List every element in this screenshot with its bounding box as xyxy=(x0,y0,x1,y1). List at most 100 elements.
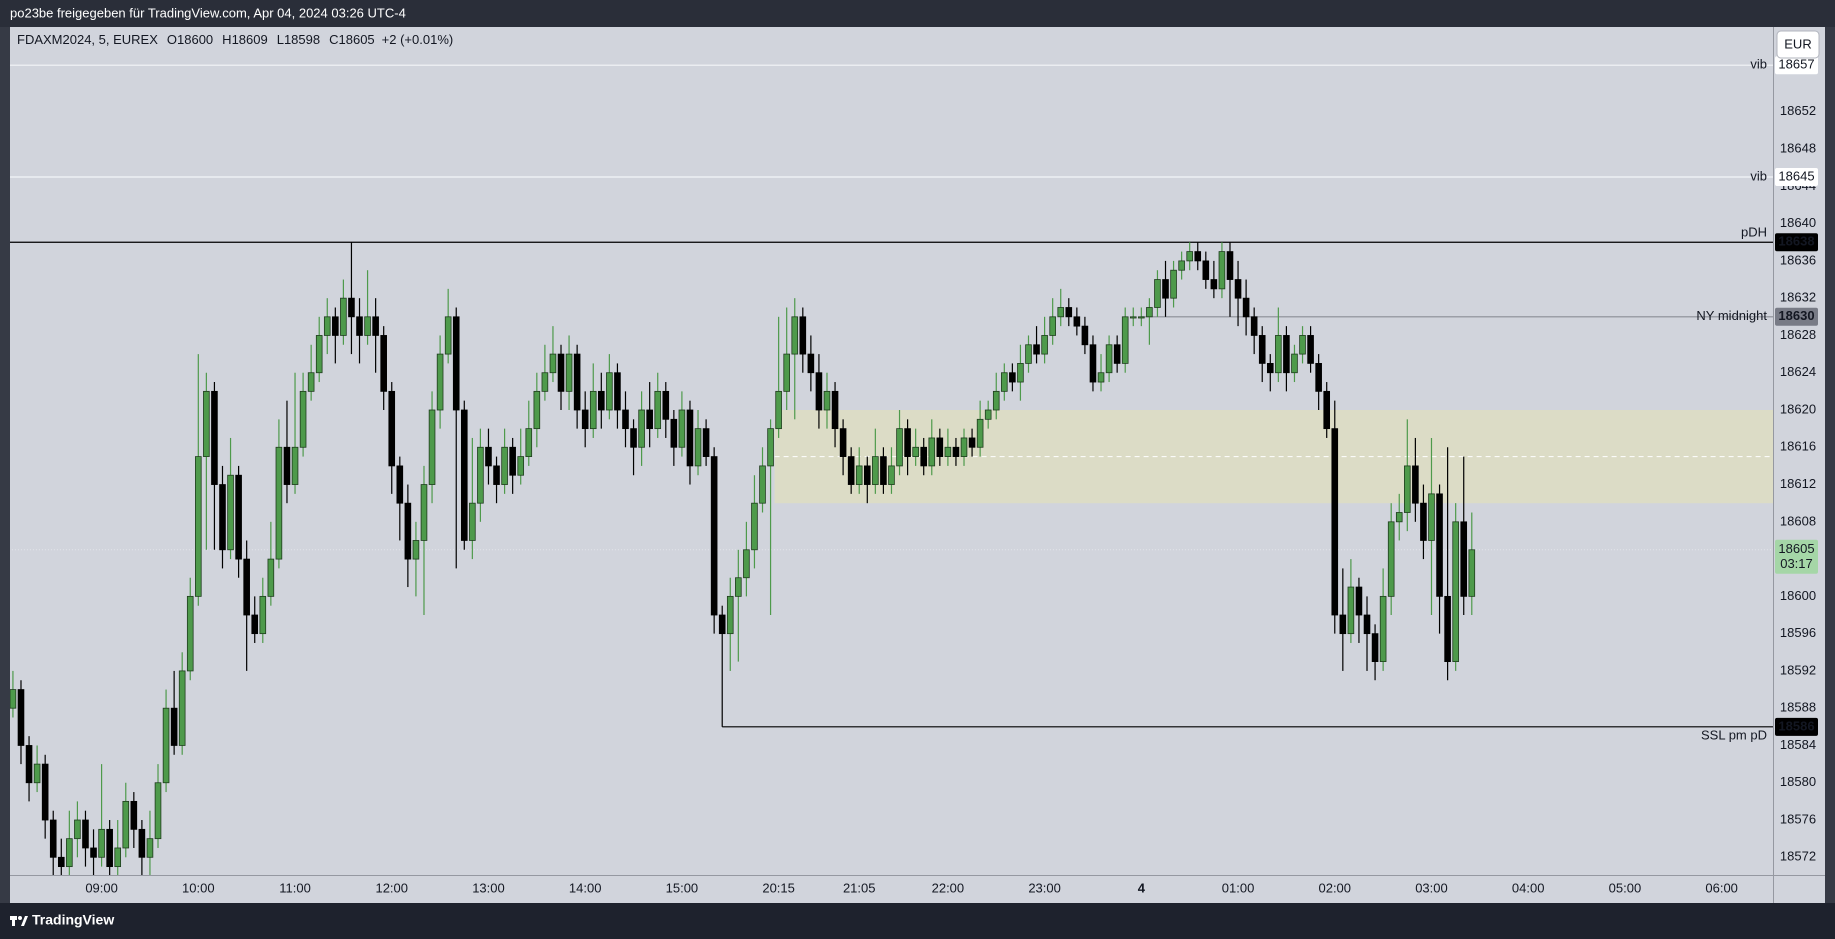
candle-body xyxy=(573,353,581,411)
candle-body xyxy=(146,838,154,858)
candle-body xyxy=(775,390,782,430)
candle-body xyxy=(1291,353,1298,374)
candle-body xyxy=(332,316,339,336)
level-label: NY midnight xyxy=(1696,308,1767,323)
candle-body xyxy=(589,390,597,430)
candle-body xyxy=(702,428,710,457)
x-tick-label: 13:00 xyxy=(472,880,505,895)
x-tick-label: 22:00 xyxy=(932,880,965,895)
candle-body xyxy=(622,409,629,430)
level-label: vib xyxy=(1750,168,1767,183)
candle-body xyxy=(904,428,911,457)
candle-body xyxy=(1355,586,1363,616)
candle-body xyxy=(1266,363,1274,374)
candle-body xyxy=(323,316,331,336)
candle-body xyxy=(976,418,984,448)
candle-body xyxy=(162,707,170,784)
level-label: pDH xyxy=(1741,225,1767,240)
candle-body xyxy=(122,800,130,849)
candle-body xyxy=(1250,316,1258,336)
y-tick-label: 18616 xyxy=(1780,439,1816,454)
candle-body xyxy=(114,847,122,868)
candle-body xyxy=(1105,344,1113,374)
candle-body xyxy=(839,428,847,457)
candle-body xyxy=(267,558,275,597)
candle-body xyxy=(855,465,863,485)
legend-field-label: C xyxy=(329,32,338,47)
candle-body xyxy=(581,409,589,430)
candle-body xyxy=(525,428,533,457)
candle-body xyxy=(710,456,718,616)
candle-body xyxy=(348,297,355,318)
candle-body xyxy=(1452,521,1459,663)
candle-body xyxy=(1033,344,1040,355)
candle-body xyxy=(49,819,57,858)
candle-body xyxy=(452,316,460,411)
x-tick-label: 06:00 xyxy=(1705,880,1738,895)
legend-field-label: O xyxy=(167,32,177,47)
candle-body xyxy=(614,372,621,411)
candle-body xyxy=(549,353,557,374)
currency-label: EUR xyxy=(1784,36,1811,51)
candle-body xyxy=(759,465,766,504)
y-tick-label: 18580 xyxy=(1780,774,1816,789)
candle-body xyxy=(33,763,41,784)
candle-body xyxy=(1323,390,1331,430)
candle-body xyxy=(98,828,105,858)
candle-body xyxy=(388,390,396,467)
candle-body xyxy=(315,335,323,374)
candle-body xyxy=(1202,260,1210,280)
currency-button xyxy=(1776,30,1820,59)
candle-body xyxy=(799,316,807,355)
candle-body xyxy=(638,409,645,448)
x-tick-label: 11:00 xyxy=(279,880,311,895)
candle-body xyxy=(1275,335,1282,374)
legend-change: +2 (+0.01%) xyxy=(382,32,454,47)
candle-body xyxy=(654,390,662,430)
candle-body xyxy=(66,838,73,868)
candle-body xyxy=(1178,260,1185,271)
candle-body xyxy=(686,409,694,467)
candle-body xyxy=(1041,335,1048,355)
candle-body xyxy=(17,689,25,746)
candle-body xyxy=(952,446,960,457)
candle-body xyxy=(1428,493,1435,541)
candle-body xyxy=(678,409,686,448)
candle-body xyxy=(920,446,928,467)
candle-body xyxy=(372,316,379,336)
candle-body xyxy=(485,446,492,467)
candle-body xyxy=(25,745,33,784)
candle-body xyxy=(211,390,218,485)
y-tick-label: 18600 xyxy=(1780,588,1816,603)
y-tick-label: 18636 xyxy=(1780,252,1816,267)
y-tick-label: 18608 xyxy=(1780,513,1816,528)
candle-body xyxy=(1468,549,1476,597)
y-tick-label: 18632 xyxy=(1780,290,1816,305)
candle-body xyxy=(380,335,387,392)
candle-body xyxy=(743,549,750,579)
x-tick-label: 04:00 xyxy=(1512,880,1545,895)
candle-body xyxy=(984,409,992,420)
candle-body xyxy=(1420,502,1427,541)
plot-area xyxy=(10,64,1773,875)
candle-body xyxy=(138,828,146,858)
candle-body xyxy=(275,446,283,560)
candle-body xyxy=(791,316,799,355)
candle-body xyxy=(1347,586,1355,635)
candle-body xyxy=(1210,279,1218,290)
level-price-box xyxy=(1775,56,1818,75)
candle-body xyxy=(1331,428,1339,616)
bottom-bar xyxy=(0,903,1835,939)
candle-body xyxy=(509,446,516,476)
candle-body xyxy=(1097,372,1105,383)
candle-body xyxy=(340,297,347,336)
brand-name: TradingView xyxy=(32,912,114,928)
y-tick-label: 18648 xyxy=(1780,141,1816,156)
x-tick-label: 14:00 xyxy=(569,880,602,895)
candle-body xyxy=(364,316,371,336)
candle-body xyxy=(235,474,242,560)
candle-body xyxy=(1113,344,1121,364)
candle-body xyxy=(227,474,234,551)
